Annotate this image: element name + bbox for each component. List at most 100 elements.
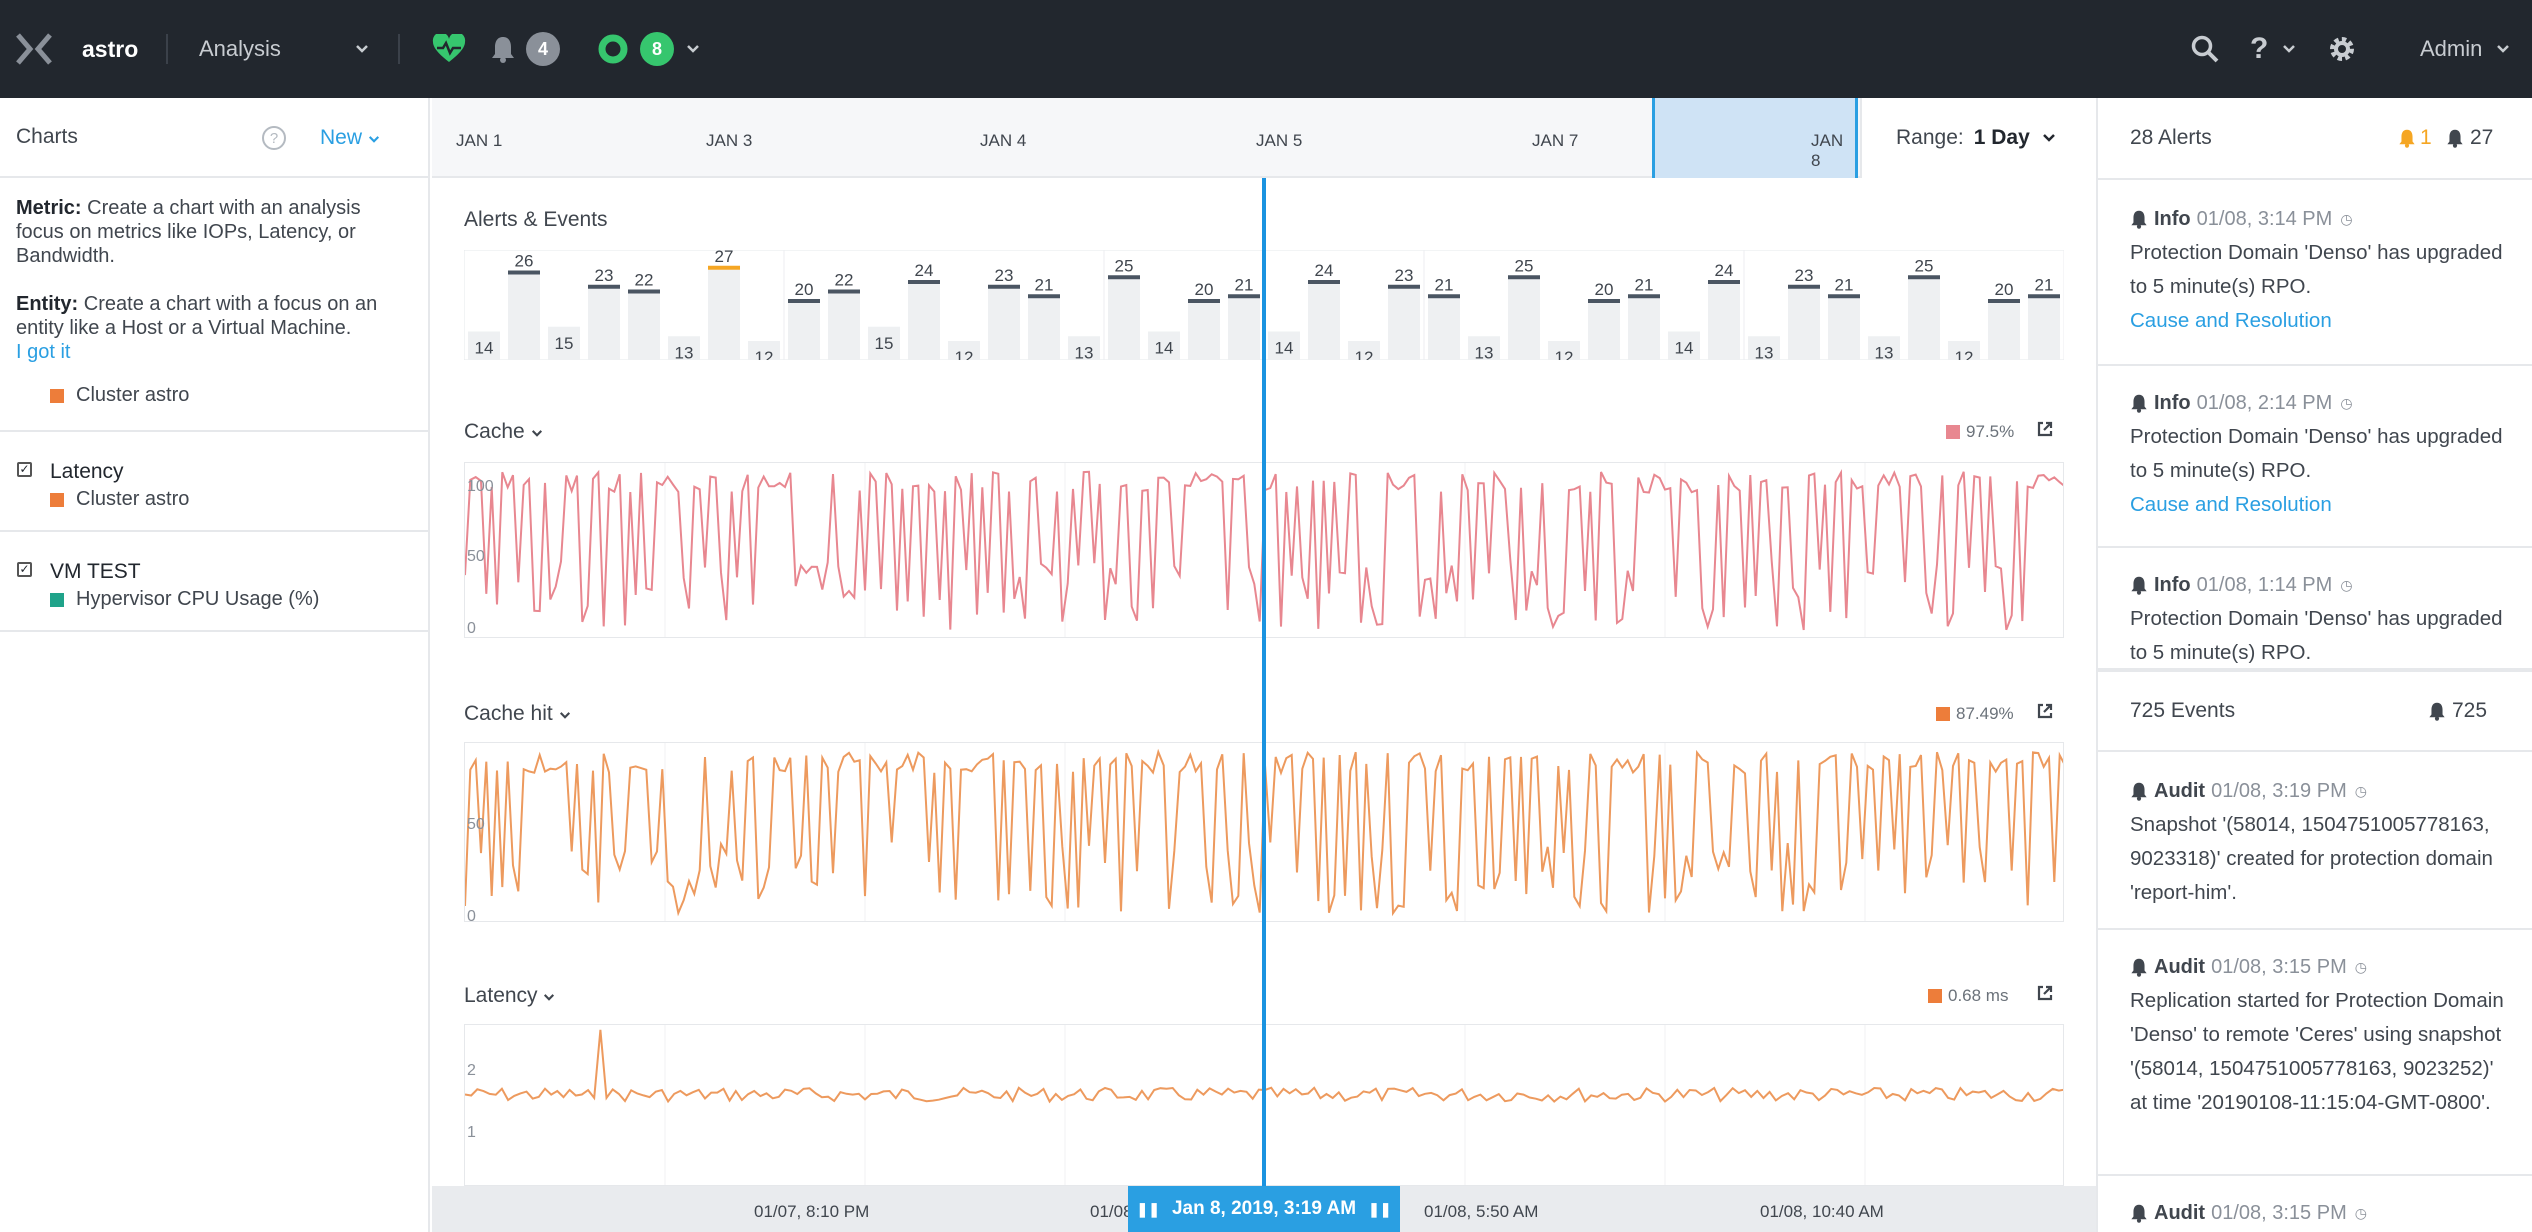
chart-list-item[interactable]: Cluster astro bbox=[0, 378, 428, 432]
bar[interactable] bbox=[548, 326, 580, 360]
bar[interactable] bbox=[1388, 288, 1420, 360]
bar[interactable] bbox=[1108, 279, 1140, 360]
new-chart-button[interactable]: New bbox=[320, 126, 380, 150]
bar-cap bbox=[1428, 294, 1460, 299]
bar[interactable] bbox=[468, 331, 500, 361]
legend-value: 0.68 ms bbox=[1948, 986, 2009, 1005]
main-menu-label[interactable]: Analysis bbox=[199, 36, 281, 61]
bar-value-label: 21 bbox=[1635, 275, 1654, 294]
bar[interactable] bbox=[1308, 284, 1340, 360]
bar[interactable] bbox=[1668, 331, 1700, 361]
range-selector[interactable]: Range: 1 Day bbox=[1860, 98, 2096, 178]
health-heartbeat-icon[interactable] bbox=[432, 0, 466, 98]
bar[interactable] bbox=[668, 336, 700, 360]
chart-title-dropdown[interactable]: Cache bbox=[464, 420, 543, 444]
bar[interactable] bbox=[1028, 298, 1060, 360]
timeline-selection-window[interactable]: JAN 8 bbox=[1652, 98, 1858, 178]
chart-name: Latency bbox=[50, 460, 124, 483]
event-card[interactable]: Audit 01/08, 3:19 PM ◷ Snapshot '(58014, 1… bbox=[2098, 754, 2532, 930]
bar-value-label: 25 bbox=[1915, 256, 1934, 275]
bar[interactable] bbox=[708, 269, 740, 360]
bar[interactable] bbox=[628, 293, 660, 361]
bar[interactable] bbox=[1148, 331, 1180, 361]
chart-checkbox[interactable]: ✓ bbox=[17, 562, 32, 577]
chart-list-item[interactable]: ✓ Latency Cluster astro bbox=[0, 432, 428, 532]
bar[interactable] bbox=[1948, 341, 1980, 360]
time-axis-label: 01/08, 10:40 AM bbox=[1760, 1202, 1884, 1221]
bar[interactable] bbox=[1828, 298, 1860, 360]
search-icon[interactable] bbox=[2190, 0, 2220, 98]
cause-resolution-link[interactable]: Cause and Resolution bbox=[2130, 309, 2332, 332]
info-alert-count: 27 bbox=[2446, 126, 2493, 150]
tasks-button[interactable]: 8 bbox=[598, 0, 700, 98]
bar-value-label: 15 bbox=[875, 334, 894, 353]
bell-icon bbox=[2399, 129, 2415, 148]
bar[interactable] bbox=[1188, 303, 1220, 360]
bar[interactable] bbox=[828, 293, 860, 361]
bar[interactable] bbox=[1068, 336, 1100, 360]
alerts-header[interactable]: 28 Alerts 1 27 bbox=[2098, 98, 2532, 180]
bar[interactable] bbox=[1908, 279, 1940, 360]
bar[interactable] bbox=[748, 341, 780, 360]
chart-title-dropdown[interactable]: Latency bbox=[464, 984, 555, 1008]
time-cursor-line[interactable] bbox=[1262, 178, 1266, 1188]
bar[interactable] bbox=[508, 274, 540, 361]
alert-card[interactable]: Info 01/08, 1:14 PM ◷ Protection Domain 'D… bbox=[2098, 548, 2532, 670]
alert-card[interactable]: Info 01/08, 3:14 PM ◷ Protection Domain 'D… bbox=[2098, 182, 2532, 366]
chart-list-item[interactable]: ✓ VM TEST Hypervisor CPU Usage (%) bbox=[0, 532, 428, 632]
bar[interactable] bbox=[1788, 288, 1820, 360]
event-message: Replication started for Protection Domai… bbox=[2130, 989, 2504, 1114]
events-header[interactable]: 725 Events 725 bbox=[2098, 670, 2532, 752]
help-menu-button[interactable]: ? bbox=[2250, 0, 2296, 98]
bar[interactable] bbox=[1428, 298, 1460, 360]
got-it-link[interactable]: I got it bbox=[16, 341, 71, 363]
bar[interactable] bbox=[868, 326, 900, 360]
external-link-icon[interactable] bbox=[2036, 984, 2054, 1002]
alert-message: Protection Domain 'Denso' has upgraded t… bbox=[2130, 607, 2503, 664]
bar[interactable] bbox=[1468, 336, 1500, 360]
main-menu-chevron-down-icon[interactable] bbox=[355, 0, 369, 98]
bar[interactable] bbox=[1988, 303, 2020, 360]
bar-value-label: 24 bbox=[1315, 261, 1334, 280]
external-link-icon[interactable] bbox=[2036, 702, 2054, 720]
chart-name: VM TEST bbox=[50, 560, 141, 583]
alert-type: Info bbox=[2154, 208, 2191, 230]
help-circle-icon[interactable]: ? bbox=[262, 126, 286, 150]
nutanix-logo-icon[interactable] bbox=[14, 0, 54, 98]
chart-checkbox[interactable]: ✓ bbox=[17, 462, 32, 477]
bar[interactable] bbox=[988, 288, 1020, 360]
bar[interactable] bbox=[1268, 331, 1300, 361]
chevron-down-icon bbox=[2283, 45, 2296, 53]
gear-icon[interactable] bbox=[2326, 0, 2358, 98]
bar[interactable] bbox=[948, 341, 980, 360]
alert-card[interactable]: Info 01/08, 2:14 PM ◷ Protection Domain 'D… bbox=[2098, 366, 2532, 548]
alert-time: 01/08, 2:14 PM bbox=[2196, 392, 2333, 414]
cluster-name[interactable]: astro bbox=[82, 35, 139, 62]
chart-title-dropdown[interactable]: Cache hit bbox=[464, 702, 571, 726]
alert-time: 01/08, 3:14 PM bbox=[2196, 208, 2333, 230]
bar[interactable] bbox=[1228, 298, 1260, 360]
user-menu[interactable]: Admin bbox=[2420, 0, 2510, 98]
alerts-bell-button[interactable]: 4 bbox=[490, 0, 560, 98]
bar[interactable] bbox=[1748, 336, 1780, 360]
bar[interactable] bbox=[588, 288, 620, 360]
bar[interactable] bbox=[1348, 341, 1380, 360]
external-link-icon[interactable] bbox=[2036, 420, 2054, 438]
bar[interactable] bbox=[908, 284, 940, 360]
events-count: 725 bbox=[2428, 699, 2487, 723]
event-card[interactable]: Audit 01/08, 3:15 PM ◷ Replication started… bbox=[2098, 930, 2532, 1176]
bar[interactable] bbox=[788, 303, 820, 360]
bar[interactable] bbox=[1588, 303, 1620, 360]
bar[interactable] bbox=[1708, 284, 1740, 360]
bar[interactable] bbox=[1508, 279, 1540, 360]
event-card[interactable]: Audit 01/08, 3:15 PM ◷ bbox=[2098, 1176, 2532, 1232]
bar[interactable] bbox=[2028, 298, 2060, 360]
alerts-events-title: Alerts & Events bbox=[464, 208, 608, 231]
time-cursor-handle[interactable]: ❚❚ Jan 8, 2019, 3:19 AM ❚❚ bbox=[1128, 1186, 1400, 1232]
bar[interactable] bbox=[1868, 336, 1900, 360]
bar-cap bbox=[1388, 284, 1420, 289]
bar[interactable] bbox=[1628, 298, 1660, 360]
bar[interactable] bbox=[1548, 341, 1580, 360]
bar-cap bbox=[1988, 299, 2020, 303]
cause-resolution-link[interactable]: Cause and Resolution bbox=[2130, 493, 2332, 516]
